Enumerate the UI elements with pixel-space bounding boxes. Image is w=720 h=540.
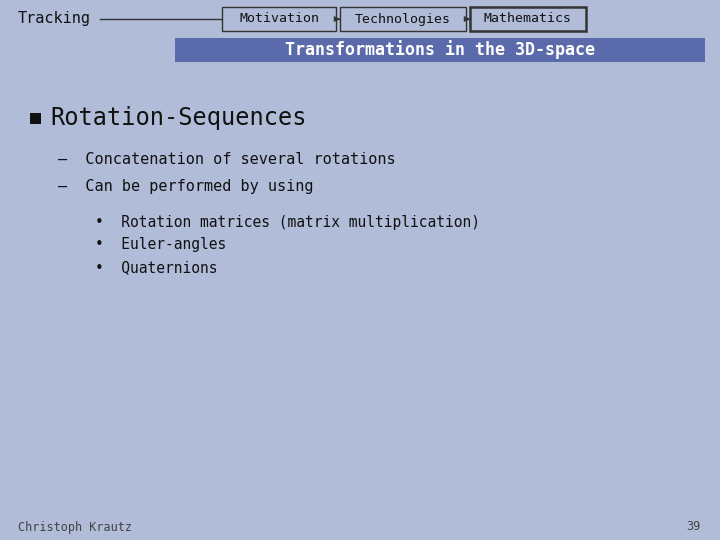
Text: Technologies: Technologies: [355, 12, 451, 25]
Text: Transformations in the 3D-space: Transformations in the 3D-space: [285, 40, 595, 59]
Text: •  Rotation matrices (matrix multiplication): • Rotation matrices (matrix multiplicati…: [95, 214, 480, 230]
FancyBboxPatch shape: [222, 7, 336, 31]
Text: Motivation: Motivation: [239, 12, 319, 25]
Text: Mathematics: Mathematics: [484, 12, 572, 25]
Text: –  Concatenation of several rotations: – Concatenation of several rotations: [58, 152, 395, 167]
Text: Tracking: Tracking: [18, 10, 91, 25]
FancyBboxPatch shape: [340, 7, 466, 31]
Text: Christoph Krautz: Christoph Krautz: [18, 521, 132, 534]
Text: •  Quaternions: • Quaternions: [95, 260, 217, 275]
FancyBboxPatch shape: [30, 112, 41, 124]
Text: –  Can be performed by using: – Can be performed by using: [58, 179, 313, 193]
FancyBboxPatch shape: [175, 38, 705, 62]
Text: •  Euler-angles: • Euler-angles: [95, 238, 226, 253]
Text: 39: 39: [685, 521, 700, 534]
FancyBboxPatch shape: [470, 7, 586, 31]
Text: Rotation-Sequences: Rotation-Sequences: [50, 106, 307, 130]
